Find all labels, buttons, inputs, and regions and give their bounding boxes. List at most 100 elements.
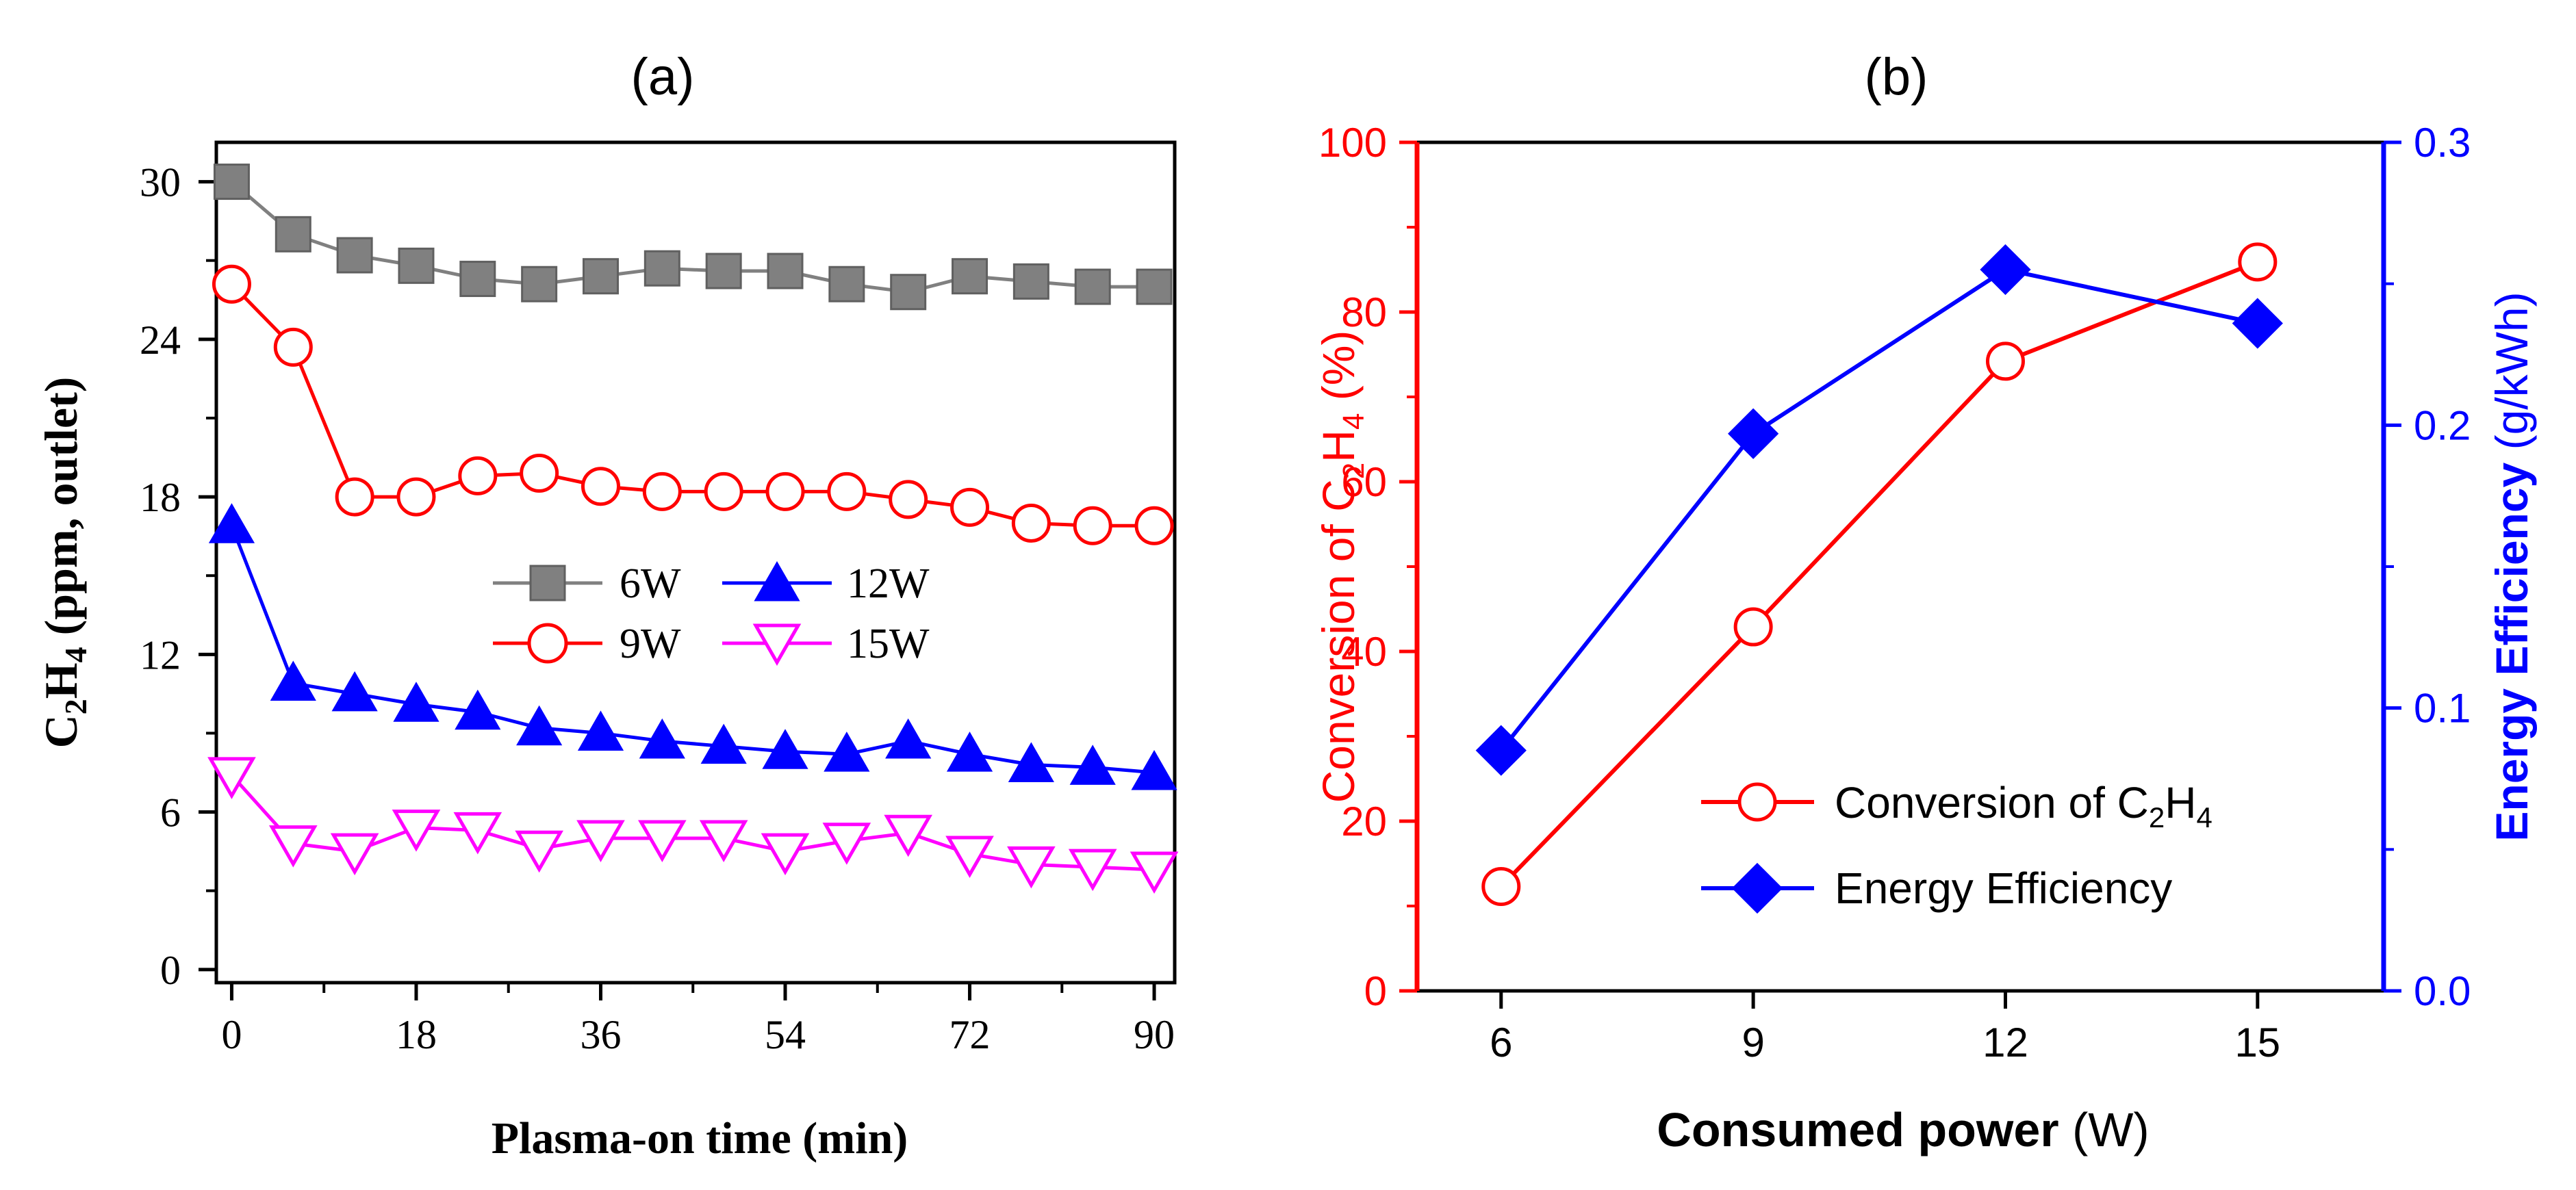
- data-point-9w: [1134, 506, 1174, 545]
- data-point-12w: [270, 660, 316, 701]
- x-tick-label: 6: [1490, 1020, 1512, 1065]
- data-point-9w: [704, 471, 743, 511]
- data-point-12w: [577, 710, 624, 751]
- data-point-15w: [822, 823, 871, 865]
- data-point-conversion: [1481, 866, 1521, 906]
- data-point-15w: [699, 820, 748, 862]
- data-point-6w: [643, 250, 680, 287]
- data-point-6w: [952, 258, 989, 295]
- legend-label-12w: 12W: [847, 560, 930, 607]
- data-point-9w: [335, 477, 374, 517]
- data-point-6w: [1136, 268, 1173, 305]
- data-point-12w: [824, 732, 870, 772]
- y-tick-label: 0: [160, 948, 181, 993]
- data-point-15w: [392, 810, 441, 852]
- data-point-12w: [455, 689, 501, 730]
- data-point-energy-efficiency: [2232, 298, 2283, 349]
- data-point-12w: [885, 718, 932, 759]
- x-tick-label: 54: [765, 1012, 806, 1057]
- x-tick-label: 90: [1134, 1012, 1175, 1057]
- panel-b-ylabel-left-h: H: [1313, 430, 1364, 463]
- panel-a-ylabel-sub1: 2: [58, 699, 93, 714]
- x-tick-label: 15: [2234, 1020, 2280, 1065]
- panel-b-ylabel-right-bold: Energy Efficiency: [2486, 462, 2537, 841]
- data-point-6w: [767, 253, 804, 289]
- data-point-12w: [393, 682, 439, 722]
- panel-b-title: (b): [1865, 48, 1928, 106]
- legend-item-energy-efficiency: Energy Efficiency: [1701, 862, 2172, 914]
- legend-item-9w: 9W: [493, 621, 681, 667]
- data-point-15w: [1068, 849, 1117, 892]
- panel-b-x-axis-label: Consumed power (W): [1657, 1103, 2149, 1156]
- data-point-6w: [828, 266, 865, 302]
- series-line-15w: [230, 774, 1155, 872]
- legend-conv-sub1: 2: [2149, 801, 2165, 833]
- data-point-12w: [516, 705, 563, 746]
- data-point-9w: [1011, 503, 1051, 543]
- data-point-6w: [275, 216, 311, 253]
- panel-b-ylabel-left-sub1: 2: [1337, 463, 1370, 479]
- data-point-9w: [827, 471, 867, 511]
- data-point-15w: [638, 820, 687, 862]
- panel-a-ylabel-h: H: [35, 662, 87, 699]
- data-point-6w: [705, 253, 742, 289]
- legend-conv-h: H: [2165, 778, 2196, 827]
- x-tick-label: 18: [396, 1012, 437, 1057]
- data-point-6w: [521, 266, 558, 302]
- data-point-12w: [946, 732, 993, 772]
- data-point-9w: [212, 264, 251, 304]
- panel-b-ylabel-left-sub2: 4: [1337, 413, 1370, 430]
- panel-a-y-axis-label: C2H4 (ppm, outlet): [35, 377, 93, 749]
- data-point-energy-efficiency: [1728, 408, 1779, 459]
- data-point-15w: [453, 812, 502, 855]
- legend-item-15w: 15W: [722, 621, 930, 667]
- panel-b-legend: Conversion of C2H4 Energy Efficiency: [1701, 778, 2212, 914]
- data-point-9w: [581, 467, 620, 506]
- data-point-9w: [1073, 506, 1112, 545]
- panel-a-title: (a): [631, 48, 695, 106]
- x-tick-label: 9: [1742, 1020, 1764, 1065]
- y-right-tick-label: 0.2: [2414, 402, 2471, 448]
- panel-a-series: [207, 164, 1179, 894]
- data-point-9w: [273, 327, 313, 367]
- panel-b-ylabel-left-base: Conversion of C: [1313, 479, 1364, 803]
- data-point-15w: [576, 820, 625, 862]
- panel-b-xlabel-rest: (W): [2059, 1103, 2150, 1156]
- panel-b: (b) 6 9 12 15 0 20 40 60 80 100 0.0 0.1 0.2 0.3 Conve…: [1313, 48, 2537, 1156]
- panel-a-legend: 6W 12W 9W 15W: [493, 560, 930, 667]
- data-point-9w: [765, 471, 805, 511]
- data-point-12w: [208, 503, 255, 543]
- legend-label-9w: 9W: [620, 621, 681, 667]
- data-point-15w: [515, 830, 563, 873]
- data-point-15w: [207, 757, 256, 799]
- data-point-15w: [268, 825, 318, 868]
- panel-a-ylabel-rest: (ppm, outlet): [35, 377, 87, 647]
- data-point-12w: [331, 671, 378, 712]
- data-point-6w: [582, 258, 619, 295]
- y-tick-label: 24: [140, 318, 181, 363]
- y-left-tick-label: 20: [1341, 799, 1387, 844]
- data-point-9w: [458, 456, 498, 495]
- data-point-conversion: [1985, 341, 2025, 381]
- data-point-6w: [213, 164, 250, 201]
- data-point-15w: [761, 833, 810, 876]
- data-point-15w: [1007, 846, 1056, 889]
- y-left-tick-label: 100: [1318, 120, 1387, 166]
- data-point-12w: [762, 729, 808, 769]
- panel-b-xlabel-bold: Consumed power: [1657, 1103, 2058, 1156]
- data-point-9w: [889, 480, 928, 519]
- data-point-conversion: [2238, 242, 2278, 282]
- series-line-9w: [230, 283, 1155, 528]
- panel-b-ticks: 6 9 12 15 0 20 40 60 80 100 0.0 0.1 0.2 0.3: [1318, 120, 2471, 1065]
- y-tick-label: 6: [160, 790, 181, 836]
- legend-label-conversion: Conversion of C2H4: [1835, 778, 2212, 833]
- legend-conv-sub2: 4: [2196, 801, 2212, 833]
- data-point-9w: [520, 454, 559, 493]
- y-tick-label: 12: [140, 632, 181, 677]
- data-point-15w: [884, 814, 933, 857]
- x-tick-label: 0: [221, 1012, 242, 1057]
- data-point-energy-efficiency: [1475, 725, 1527, 776]
